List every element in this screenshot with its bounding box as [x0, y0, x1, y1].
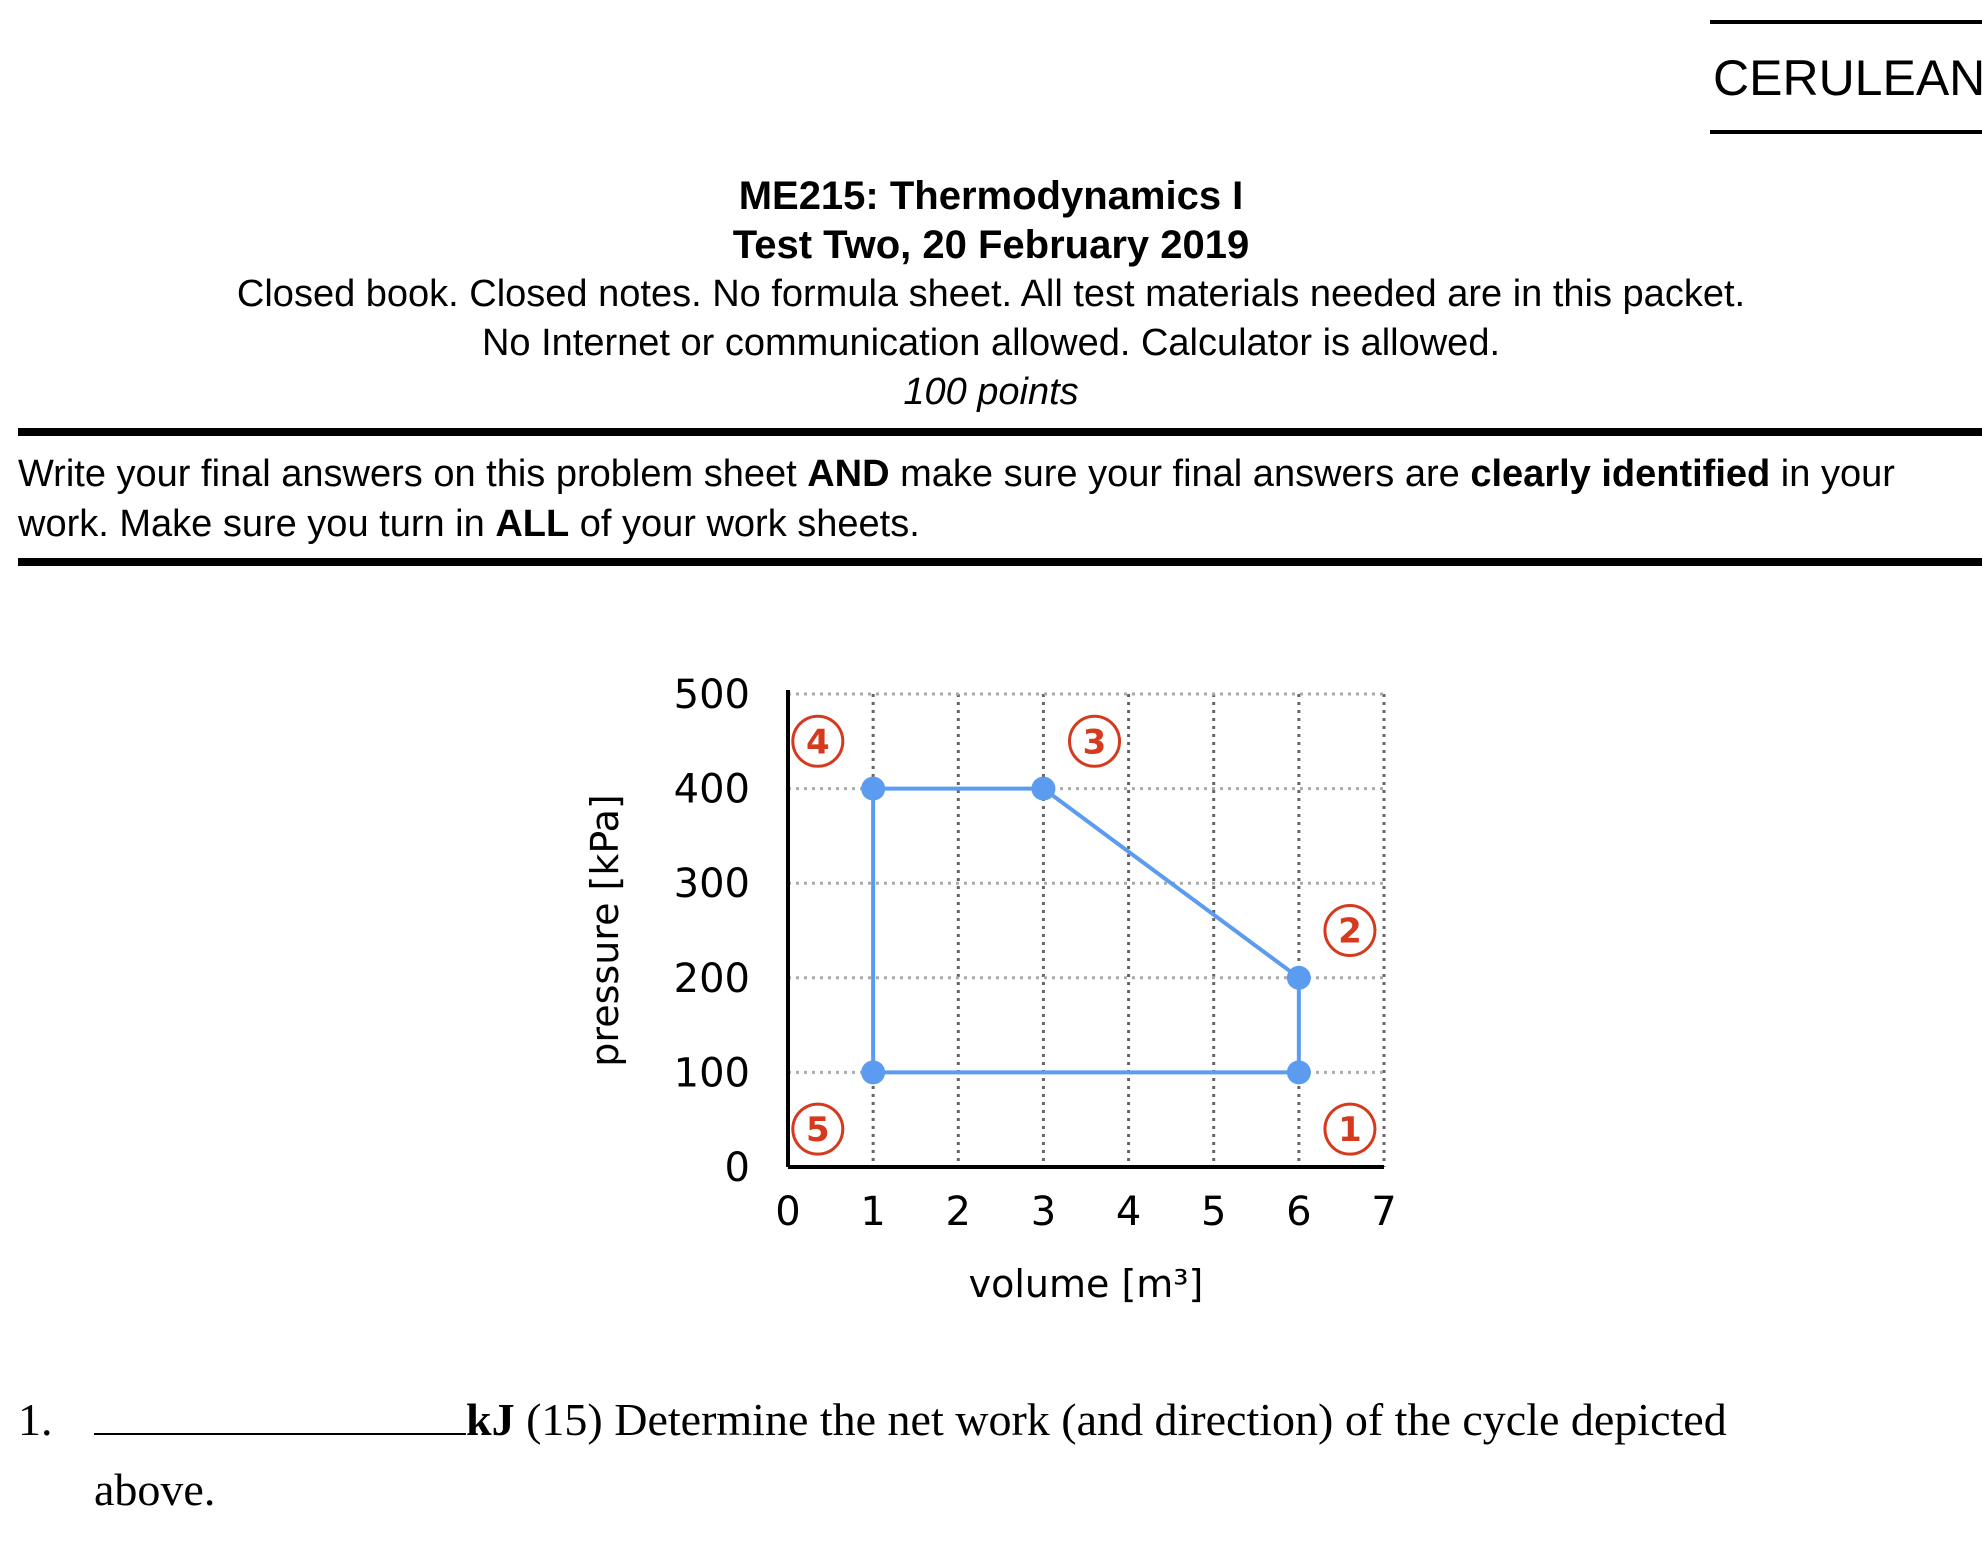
instructions-text-1: Write your final answers on this problem…: [18, 453, 808, 495]
y-tick-label: 500: [674, 672, 750, 718]
state-marker-circle: [1068, 714, 1122, 768]
y-tick-label: 200: [674, 956, 750, 1002]
y-axis-label: pressure [kPa]: [583, 794, 627, 1066]
state-marker-label: 5: [806, 1110, 830, 1150]
y-tick-label: 300: [674, 861, 750, 907]
exam-header: ME215: Thermodynamics I Test Two, 20 Feb…: [0, 172, 1982, 417]
y-tick-label: 0: [725, 1145, 750, 1191]
cycle-point: [861, 776, 886, 801]
state-marker-label: 2: [1338, 912, 1362, 952]
state-marker-circle: [1323, 1102, 1377, 1156]
cycle-point: [1031, 776, 1056, 801]
x-tick-label: 6: [1286, 1189, 1311, 1235]
divider-bottom: [18, 558, 1982, 566]
x-axis-label: volume [m³]: [969, 1262, 1204, 1306]
answer-unit: kJ: [466, 1394, 515, 1445]
state-marker-label: 3: [1083, 722, 1107, 762]
version-label: CERULEAN: [1713, 50, 1982, 106]
instructions-bold-1: AND: [807, 453, 890, 495]
course-title: ME215: Thermodynamics I: [738, 174, 1244, 218]
instructions-text-2: make sure your final answers are: [889, 453, 1471, 495]
state-marker-circle: [1323, 904, 1377, 957]
cycle-point: [1286, 965, 1311, 990]
state-marker-label: 1: [1338, 1110, 1362, 1150]
points-total: 100 points: [903, 371, 1079, 413]
x-tick-label: 0: [775, 1189, 800, 1235]
cycle-point: [861, 1060, 886, 1085]
instructions-bold-3: ALL: [495, 503, 570, 545]
x-tick-label: 7: [1371, 1189, 1396, 1235]
x-tick-label: 5: [1201, 1189, 1226, 1235]
instructions-text-3: in your work. Make sure you turn in: [18, 453, 1895, 545]
question-text: (15) Determine the net work (and directi…: [94, 1394, 1727, 1515]
instructions-text-4: of your work sheets.: [569, 503, 920, 545]
test-title: Test Two, 20 February 2019: [732, 223, 1250, 267]
question-body: kJ (15) Determine the net work (and dire…: [94, 1385, 1794, 1525]
x-tick-label: 1: [860, 1189, 885, 1235]
state-marker-circle: [791, 714, 845, 768]
instructions: Write your final answers on this problem…: [18, 449, 1968, 549]
state-marker-circle: [791, 1102, 845, 1156]
answer-blank[interactable]: [94, 1395, 466, 1435]
x-tick-label: 3: [1031, 1189, 1056, 1235]
state-marker-label: 4: [806, 722, 830, 762]
divider-top: [18, 428, 1982, 436]
y-tick-label: 400: [674, 767, 750, 813]
rules-line-1: Closed book. Closed notes. No formula sh…: [236, 273, 1746, 315]
version-box: [1710, 20, 1982, 134]
x-tick-label: 4: [1116, 1189, 1141, 1235]
cycle-point: [1286, 1060, 1311, 1085]
cycle-path: [871, 786, 1301, 1075]
x-tick-label: 2: [946, 1189, 971, 1235]
pv-diagram: 0 1 2 3 4 5 6 7 0 100 200 300 400 500 volume [m³] press…: [583, 672, 1397, 1306]
y-tick-label: 100: [674, 1050, 750, 1096]
question-number: 1.: [18, 1394, 53, 1445]
rules-line-2: No Internet or communication allowed. Ca…: [481, 322, 1501, 364]
instructions-bold-2: clearly identified: [1470, 453, 1771, 495]
